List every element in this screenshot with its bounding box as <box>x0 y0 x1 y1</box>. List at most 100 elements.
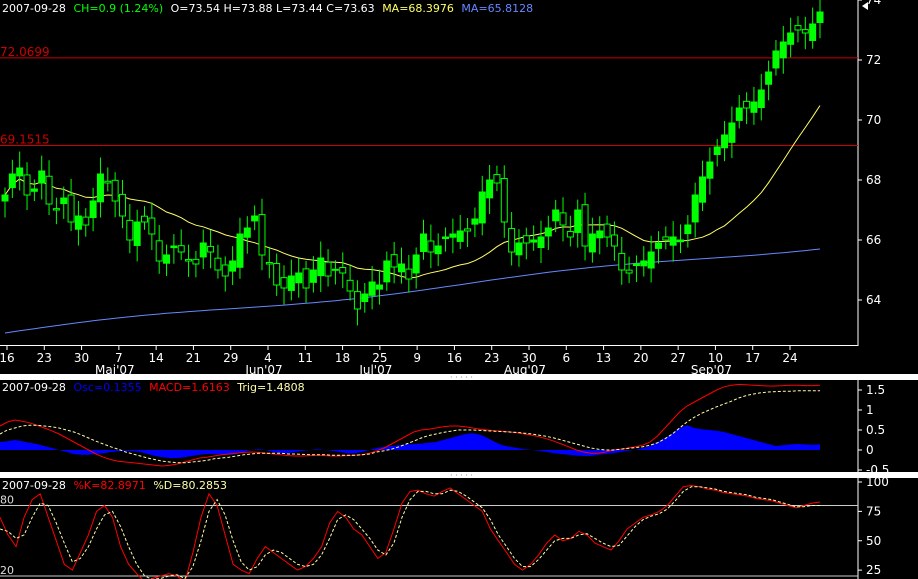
candle-body <box>772 50 780 69</box>
panel-splitter-dots-1[interactable]: · · · · · <box>450 373 473 382</box>
x-tick-label: 30 <box>74 351 89 365</box>
panel-splitter-dots-2[interactable]: · · · · · <box>450 471 473 480</box>
candle-body <box>464 228 472 232</box>
stoch-header: 2007-09-28 %K=82.8971 %D=80.2853 <box>2 479 227 492</box>
stoch-header-k: %K=82.8971 <box>73 479 145 492</box>
candle-body <box>273 262 281 286</box>
hline-label: 72.0699 <box>0 45 50 59</box>
candle-body <box>331 268 339 271</box>
stoch-ref-label: 80 <box>0 494 14 507</box>
candle-body <box>397 263 405 273</box>
x-tick-label: 27 <box>671 351 686 365</box>
candle-body <box>530 239 538 243</box>
macd-tick-label: 0 <box>866 443 874 457</box>
candle-body <box>23 174 31 196</box>
month-label: Aug'07 <box>504 363 546 377</box>
macd-header-trig: Trig=1.4808 <box>236 381 304 394</box>
candle-body <box>265 261 273 265</box>
price-tick-label: 68 <box>866 173 881 187</box>
candle-body <box>280 277 288 289</box>
x-tick-label: 29 <box>223 351 238 365</box>
candle-body <box>302 268 310 289</box>
candle-body <box>713 146 721 156</box>
candle-body <box>618 252 626 271</box>
month-label: Jun'07 <box>244 363 282 377</box>
header-date: 2007-09-28 <box>2 2 66 15</box>
candle-body <box>750 101 758 113</box>
panel-separator-1[interactable] <box>0 374 918 380</box>
x-tick-label: 17 <box>745 351 760 365</box>
price-tick-label: 64 <box>866 293 881 307</box>
candle-body <box>493 174 501 184</box>
candle-body <box>8 173 16 189</box>
stoch-tick-label: 100 <box>866 475 889 489</box>
candle-body <box>383 260 391 283</box>
candle-body <box>339 267 347 274</box>
candle-body <box>654 242 662 249</box>
candle-body <box>346 279 354 292</box>
time-axis: 16 23 30 7 14 21 29 4 11 18 25 9 16 23 30 6 13 20 27 10 17 24… <box>0 346 798 377</box>
candle-body <box>16 167 24 177</box>
candle-body <box>52 208 60 211</box>
candle-body <box>317 257 325 277</box>
header-ma-short: MA=68.3976 <box>382 2 454 15</box>
candle-body <box>309 269 317 283</box>
candle-body <box>118 193 126 217</box>
candle-body <box>214 257 222 271</box>
x-tick-label: 9 <box>413 351 421 365</box>
candle-body <box>207 245 215 253</box>
price-header: 2007-09-28 CH=0.9 (1.24%) O=73.54 H=73.8… <box>2 2 533 15</box>
candle-body <box>581 204 589 247</box>
x-tick-label: 21 <box>186 351 201 365</box>
candle-body <box>500 178 508 223</box>
candle-body <box>221 264 229 277</box>
macd-header-macd: MACD=1.6163 <box>149 381 230 394</box>
macd-panel: -0.5 0 0.5 1 1.5 <box>0 383 889 477</box>
x-tick-label: 14 <box>149 351 164 365</box>
macd-line <box>0 383 821 467</box>
header-ma-long: MA=65.8128 <box>461 2 533 15</box>
candle-body <box>74 215 82 230</box>
candle-body <box>816 11 824 23</box>
candle-body <box>390 254 398 268</box>
candle-body <box>603 223 611 238</box>
candle-body <box>353 291 361 310</box>
candle-body <box>420 233 428 252</box>
candle-body <box>735 107 743 121</box>
ma-long-line <box>4 248 821 334</box>
candle-body <box>669 236 677 246</box>
hline-label: 69.1515 <box>0 133 50 147</box>
x-tick-label: 18 <box>335 351 350 365</box>
cursor-marker-icon <box>862 2 868 10</box>
candle-body <box>757 89 765 109</box>
candle-body <box>442 236 450 240</box>
stoch-tick-label: 75 <box>866 504 881 518</box>
candle-body <box>522 235 530 244</box>
candle-body <box>684 224 692 235</box>
candle-body <box>45 175 53 205</box>
osc-area <box>0 425 820 458</box>
candle-body <box>295 272 303 284</box>
x-tick-label: 30 <box>521 351 536 365</box>
candle-body <box>30 188 38 192</box>
candle-body <box>133 221 141 246</box>
price-hlines: 72.0699 69.1515 <box>0 45 858 147</box>
candle-body <box>743 100 751 109</box>
month-label: Mai'07 <box>95 363 135 377</box>
candle-body <box>676 239 684 243</box>
candle-body <box>427 240 435 253</box>
candle-body <box>141 215 149 223</box>
candle-body <box>794 25 802 31</box>
candle-body <box>1 194 9 202</box>
x-tick-label: 16 <box>447 351 462 365</box>
candle-body <box>236 233 244 268</box>
d-line <box>0 486 820 579</box>
panel-separator-2[interactable] <box>0 472 918 478</box>
macd-tick-label: -0.5 <box>866 463 889 477</box>
candle-body <box>632 263 640 267</box>
candle-body <box>185 258 193 262</box>
candle-body <box>801 29 809 34</box>
candle-body <box>104 180 112 184</box>
candle-body <box>368 281 376 296</box>
